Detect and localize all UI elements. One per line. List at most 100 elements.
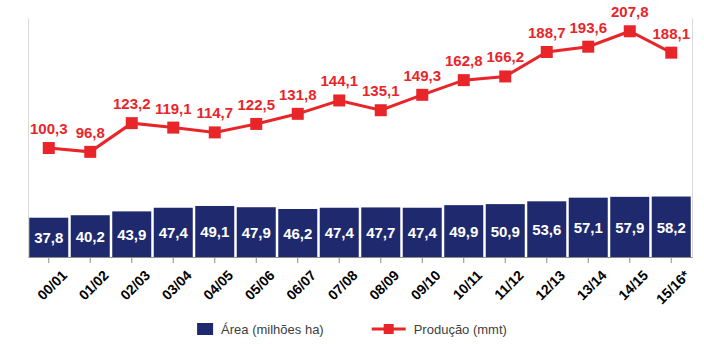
legend-item: Área (milhões ha) [197, 322, 324, 337]
x-tick-mark [256, 257, 257, 263]
x-tick-label: 00/01 [34, 267, 70, 303]
x-tick-label: 10/11 [450, 267, 486, 303]
bar-label: 47,4 [408, 224, 438, 241]
legend-item: Produção (mmt) [372, 322, 507, 337]
marker [333, 94, 345, 106]
x-tick-label: 04/05 [200, 267, 236, 303]
legend-label: Produção (mmt) [414, 322, 507, 337]
bar-label: 58,2 [657, 219, 686, 236]
marks [29, 25, 691, 257]
line-label: 114,7 [196, 104, 233, 121]
x-tick-label: 01/02 [76, 267, 112, 303]
chart: 00/0101/0202/0303/0404/0505/0606/0707/08… [0, 0, 704, 344]
line-label: 122,5 [237, 96, 275, 113]
line-label: 96,8 [76, 124, 105, 141]
line-label: 162,8 [445, 52, 483, 69]
x-tick-mark [131, 257, 132, 263]
marker [292, 108, 304, 120]
bar-label: 57,1 [574, 219, 603, 236]
x-axis-line [29, 257, 693, 258]
bar-label: 49,1 [200, 223, 229, 240]
marker [624, 25, 636, 37]
bar [195, 206, 234, 257]
line-label: 100,3 [30, 120, 68, 137]
bar [652, 197, 691, 257]
bar-label: 57,9 [615, 219, 644, 236]
bar [486, 204, 525, 257]
marker [375, 104, 387, 116]
x-tick-mark [380, 257, 381, 263]
bar [278, 209, 317, 257]
bar [444, 205, 483, 257]
x-tick-mark [629, 257, 630, 263]
marker [499, 70, 511, 82]
bar-label: 46,2 [283, 225, 312, 242]
line-label: 188,7 [528, 24, 566, 41]
x-tick-label: 11/12 [491, 267, 527, 303]
x-tick-mark [90, 257, 91, 263]
y2-axis [692, 19, 693, 258]
y2-axis-line [692, 19, 693, 258]
x-tick: 12/13 [532, 257, 568, 303]
line-label: 123,2 [113, 95, 151, 112]
line-label: 135,1 [362, 82, 400, 99]
line [49, 31, 672, 152]
x-tick: 01/02 [76, 257, 112, 303]
x-tick-label: 05/06 [242, 267, 278, 303]
marker [416, 89, 428, 101]
marker [84, 146, 96, 158]
x-tick-label: 09/10 [408, 267, 444, 303]
x-tick-mark [671, 257, 672, 263]
x-tick-mark [422, 257, 423, 263]
legend: Área (milhões ha) Produção (mmt) [197, 322, 507, 337]
x-tick-label: 12/13 [532, 267, 568, 303]
bar [320, 208, 359, 257]
legend-label: Área (milhões ha) [221, 322, 324, 337]
legend-marker [384, 324, 394, 334]
line-label: 193,6 [569, 19, 607, 36]
line-label: 149,3 [403, 67, 441, 84]
x-tick: 07/08 [325, 257, 361, 303]
x-tick: 06/07 [283, 257, 319, 303]
bar [237, 207, 276, 257]
bar-label: 50,9 [491, 223, 520, 240]
x-tick: 08/09 [366, 257, 402, 303]
x-tick-mark [546, 257, 547, 263]
line-label: 188,1 [652, 25, 690, 42]
bar [154, 208, 193, 257]
x-axis: 00/0101/0202/0303/0404/0505/0606/0707/08… [29, 257, 694, 307]
x-tick: 10/11 [450, 257, 486, 303]
x-tick-mark [588, 257, 589, 263]
line-label: 119,1 [155, 100, 192, 117]
bar [71, 215, 110, 257]
marker [126, 117, 138, 129]
line-label: 131,8 [279, 86, 317, 103]
marker [43, 142, 55, 154]
marker [167, 122, 179, 134]
x-tick-mark [505, 257, 506, 263]
bar [610, 197, 649, 257]
bar [361, 207, 400, 257]
bar-label: 47,4 [159, 224, 189, 241]
marker [665, 47, 677, 59]
bar [112, 211, 151, 257]
x-tick: 02/03 [117, 257, 153, 303]
legend-swatch [197, 323, 213, 335]
bar-label: 37,8 [34, 229, 63, 246]
line-label: 144,1 [320, 72, 358, 89]
x-tick-label: 13/14 [574, 267, 610, 303]
x-tick-label: 06/07 [283, 267, 319, 303]
x-tick-mark [48, 257, 49, 263]
bar-label: 47,7 [366, 224, 395, 241]
x-tick-mark [297, 257, 298, 263]
x-tick: 11/12 [491, 257, 527, 303]
x-tick: 03/04 [159, 257, 195, 303]
x-tick-label: 07/08 [325, 267, 361, 303]
marker [582, 41, 594, 53]
x-tick-mark [173, 257, 174, 263]
x-tick: 00/01 [34, 257, 70, 303]
bar [527, 201, 566, 257]
x-tick: 09/10 [408, 257, 444, 303]
x-tick: 04/05 [200, 257, 236, 303]
y-axis-line [28, 19, 29, 258]
